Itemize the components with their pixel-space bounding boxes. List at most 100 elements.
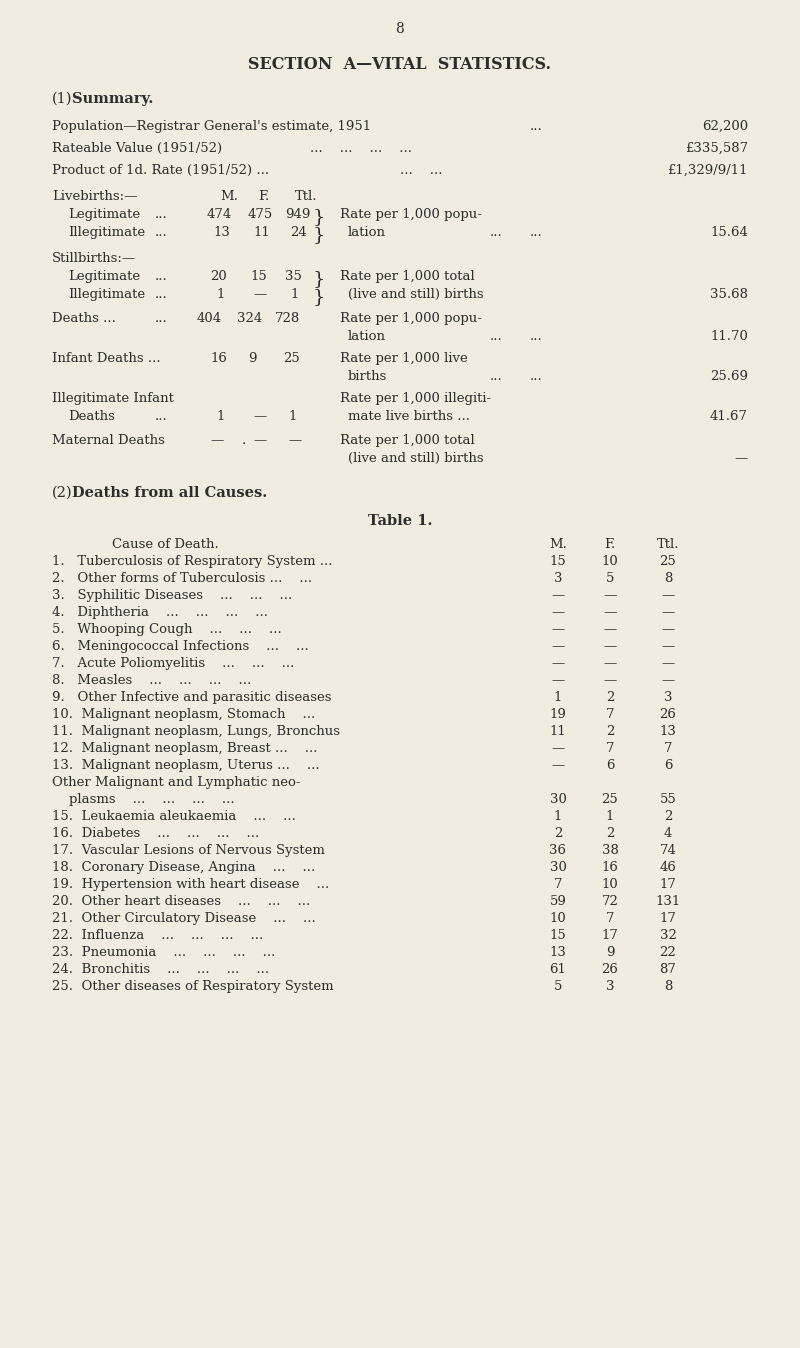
- Text: 17: 17: [602, 929, 618, 942]
- Text: 324: 324: [237, 311, 262, 325]
- Text: Product of 1d. Rate (1951/52) ...: Product of 1d. Rate (1951/52) ...: [52, 164, 269, 177]
- Text: 474: 474: [207, 208, 232, 221]
- Text: SECTION  A—VITAL  STATISTICS.: SECTION A—VITAL STATISTICS.: [249, 57, 551, 73]
- Text: 404: 404: [197, 311, 222, 325]
- Text: —: —: [603, 589, 617, 603]
- Text: 1: 1: [288, 410, 296, 423]
- Text: —: —: [551, 674, 565, 687]
- Text: lation: lation: [348, 226, 386, 239]
- Text: 23.  Pneumonia    ...    ...    ...    ...: 23. Pneumonia ... ... ... ...: [52, 946, 275, 958]
- Text: 6: 6: [606, 759, 614, 772]
- Text: ...: ...: [530, 226, 542, 239]
- Text: —: —: [603, 656, 617, 670]
- Text: ...: ...: [155, 208, 168, 221]
- Text: £1,329/9/11: £1,329/9/11: [667, 164, 748, 177]
- Text: 19.  Hypertension with heart disease    ...: 19. Hypertension with heart disease ...: [52, 878, 330, 891]
- Text: 17: 17: [659, 878, 677, 891]
- Text: ...    ...    ...    ...: ... ... ... ...: [310, 142, 412, 155]
- Text: 1.   Tuberculosis of Respiratory System ...: 1. Tuberculosis of Respiratory System ..…: [52, 555, 333, 568]
- Text: 30: 30: [550, 861, 566, 874]
- Text: —: —: [551, 741, 565, 755]
- Text: Livebirths:—: Livebirths:—: [52, 190, 138, 204]
- Text: 7: 7: [606, 741, 614, 755]
- Text: 9: 9: [248, 352, 257, 365]
- Text: 2: 2: [606, 692, 614, 704]
- Text: 25: 25: [602, 793, 618, 806]
- Text: Legitimate: Legitimate: [68, 270, 140, 283]
- Text: 6: 6: [664, 759, 672, 772]
- Text: 131: 131: [655, 895, 681, 909]
- Text: 4: 4: [664, 828, 672, 840]
- Text: —: —: [603, 623, 617, 636]
- Text: 15: 15: [250, 270, 266, 283]
- Text: 25: 25: [660, 555, 676, 568]
- Text: }: }: [313, 270, 326, 288]
- Text: 475: 475: [248, 208, 274, 221]
- Text: 15.  Leukaemia aleukaemia    ...    ...: 15. Leukaemia aleukaemia ... ...: [52, 810, 296, 824]
- Text: Stillbirths:—: Stillbirths:—: [52, 252, 136, 266]
- Text: 9.   Other Infective and parasitic diseases: 9. Other Infective and parasitic disease…: [52, 692, 331, 704]
- Text: —: —: [551, 656, 565, 670]
- Text: ...: ...: [490, 226, 502, 239]
- Text: —: —: [662, 640, 674, 652]
- Text: 72: 72: [602, 895, 618, 909]
- Text: Rate per 1,000 total: Rate per 1,000 total: [340, 434, 474, 448]
- Text: Cause of Death.: Cause of Death.: [112, 538, 218, 551]
- Text: 35.68: 35.68: [710, 288, 748, 301]
- Text: 2: 2: [554, 828, 562, 840]
- Text: ...: ...: [490, 369, 502, 383]
- Text: 62,200: 62,200: [702, 120, 748, 133]
- Text: 11.70: 11.70: [710, 330, 748, 342]
- Text: —: —: [551, 623, 565, 636]
- Text: 24: 24: [290, 226, 306, 239]
- Text: }: }: [313, 288, 326, 306]
- Text: plasms    ...    ...    ...    ...: plasms ... ... ... ...: [52, 793, 234, 806]
- Text: 949: 949: [285, 208, 310, 221]
- Text: 9: 9: [606, 946, 614, 958]
- Text: Rateable Value (1951/52): Rateable Value (1951/52): [52, 142, 222, 155]
- Text: 11.  Malignant neoplasm, Lungs, Bronchus: 11. Malignant neoplasm, Lungs, Bronchus: [52, 725, 340, 737]
- Text: 7: 7: [664, 741, 672, 755]
- Text: lation: lation: [348, 330, 386, 342]
- Text: —: —: [662, 607, 674, 619]
- Text: }: }: [313, 208, 326, 226]
- Text: 30: 30: [550, 793, 566, 806]
- Text: Illegitimate: Illegitimate: [68, 226, 145, 239]
- Text: 3.   Syphilitic Diseases    ...    ...    ...: 3. Syphilitic Diseases ... ... ...: [52, 589, 292, 603]
- Text: 20: 20: [210, 270, 226, 283]
- Text: Ttl.: Ttl.: [657, 538, 679, 551]
- Text: Legitimate: Legitimate: [68, 208, 140, 221]
- Text: M.: M.: [549, 538, 567, 551]
- Text: 26: 26: [602, 962, 618, 976]
- Text: 3: 3: [554, 572, 562, 585]
- Text: 36: 36: [550, 844, 566, 857]
- Text: 10.  Malignant neoplasm, Stomach    ...: 10. Malignant neoplasm, Stomach ...: [52, 708, 315, 721]
- Text: Rate per 1,000 illegiti-: Rate per 1,000 illegiti-: [340, 392, 491, 404]
- Text: 1: 1: [554, 810, 562, 824]
- Text: Ttl.: Ttl.: [295, 190, 318, 204]
- Text: 3: 3: [606, 980, 614, 993]
- Text: 25.69: 25.69: [710, 369, 748, 383]
- Text: ...: ...: [155, 270, 168, 283]
- Text: 7: 7: [606, 708, 614, 721]
- Text: 3: 3: [664, 692, 672, 704]
- Text: —: —: [253, 434, 266, 448]
- Text: 13: 13: [550, 946, 566, 958]
- Text: 61: 61: [550, 962, 566, 976]
- Text: 22: 22: [660, 946, 676, 958]
- Text: Deaths from all Causes.: Deaths from all Causes.: [72, 487, 267, 500]
- Text: 26: 26: [659, 708, 677, 721]
- Text: ...: ...: [530, 330, 542, 342]
- Text: —: —: [551, 640, 565, 652]
- Text: 10: 10: [550, 913, 566, 925]
- Text: 55: 55: [660, 793, 676, 806]
- Text: 59: 59: [550, 895, 566, 909]
- Text: 25: 25: [283, 352, 300, 365]
- Text: 16.  Diabetes    ...    ...    ...    ...: 16. Diabetes ... ... ... ...: [52, 828, 259, 840]
- Text: —: —: [603, 640, 617, 652]
- Text: (live and still) births: (live and still) births: [348, 452, 484, 465]
- Text: 32: 32: [659, 929, 677, 942]
- Text: 87: 87: [659, 962, 677, 976]
- Text: 46: 46: [659, 861, 677, 874]
- Text: 16: 16: [602, 861, 618, 874]
